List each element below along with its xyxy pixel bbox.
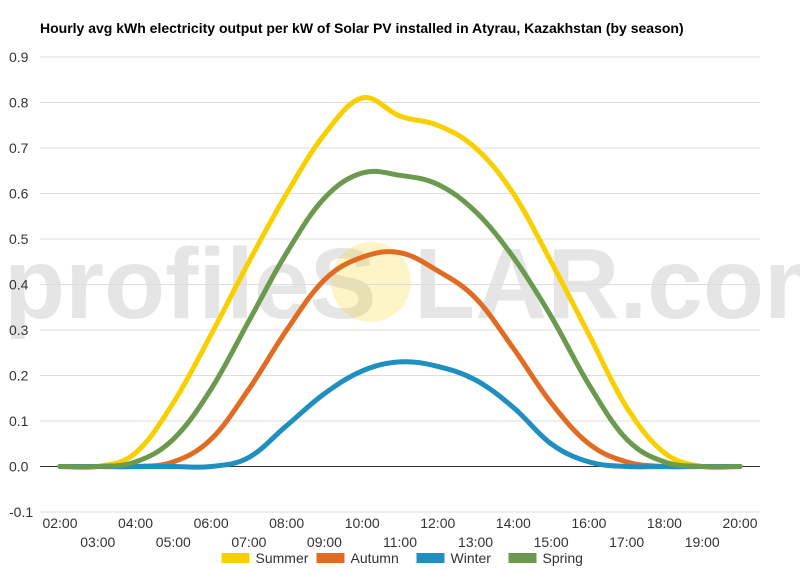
legend-swatch — [508, 553, 537, 563]
x-tick-label: 09:00 — [307, 534, 342, 550]
y-tick-label: 0.7 — [9, 140, 29, 156]
x-tick-label: 14:00 — [496, 515, 531, 531]
y-tick-label: 0.3 — [9, 322, 29, 338]
x-tick-label: 12:00 — [420, 515, 455, 531]
legend-item-spring[interactable]: Spring — [508, 550, 583, 566]
gridlines — [40, 56, 760, 513]
x-tick-label: 11:00 — [383, 534, 417, 550]
legend-swatch — [416, 553, 445, 563]
y-axis-ticks: -0.1 0.0 0.1 0.2 0.3 0.4 0.5 0.6 0.7 0.8 0.9 — [9, 49, 33, 520]
y-tick-label: 0.8 — [9, 95, 29, 111]
x-tick-label: 16:00 — [571, 515, 606, 531]
x-axis-ticks: 02:0003:0004:0005:0006:0007:0008:0009:00… — [42, 515, 757, 550]
x-tick-label: 02:00 — [42, 515, 77, 531]
legend-item-winter[interactable]: Winter — [416, 550, 492, 566]
y-tick-label: -0.1 — [9, 504, 33, 520]
series-line-winter — [57, 359, 743, 470]
chart-title: Hourly avg kWh electricity output per kW… — [40, 20, 684, 36]
x-tick-label: 20:00 — [722, 515, 757, 531]
legend-item-autumn[interactable]: Autumn — [316, 550, 399, 566]
y-tick-label: 0.5 — [9, 231, 29, 247]
legend-label: Autumn — [351, 550, 399, 566]
y-tick-label: 0.1 — [9, 413, 29, 429]
x-tick-label: 15:00 — [534, 534, 569, 550]
legend-swatch — [316, 553, 345, 563]
legend-swatch — [221, 553, 250, 563]
legend-item-summer[interactable]: Summer — [221, 550, 309, 566]
y-tick-label: 0.2 — [9, 368, 29, 384]
x-tick-label: 10:00 — [345, 515, 380, 531]
legend-label: Summer — [256, 550, 309, 566]
legend-label: Winter — [451, 550, 492, 566]
x-tick-label: 07:00 — [231, 534, 266, 550]
x-tick-label: 08:00 — [269, 515, 304, 531]
plot-area — [57, 95, 743, 471]
x-tick-label: 05:00 — [156, 534, 191, 550]
series-line-spring — [57, 168, 743, 470]
x-tick-label: 04:00 — [118, 515, 153, 531]
x-tick-label: 13:00 — [458, 534, 493, 550]
y-tick-label: 0.4 — [9, 277, 29, 293]
x-tick-label: 17:00 — [609, 534, 644, 550]
x-tick-label: 03:00 — [80, 534, 115, 550]
x-tick-label: 06:00 — [194, 515, 229, 531]
y-tick-label: 0.6 — [9, 186, 29, 202]
y-tick-label: 0.0 — [9, 459, 29, 475]
series-line-summer — [57, 95, 743, 471]
legend: Summer Autumn Winter Spring — [221, 550, 583, 566]
legend-label: Spring — [543, 550, 583, 566]
x-tick-label: 19:00 — [685, 534, 720, 550]
y-tick-label: 0.9 — [9, 49, 29, 65]
x-tick-label: 18:00 — [647, 515, 682, 531]
series-line-autumn — [57, 249, 743, 470]
